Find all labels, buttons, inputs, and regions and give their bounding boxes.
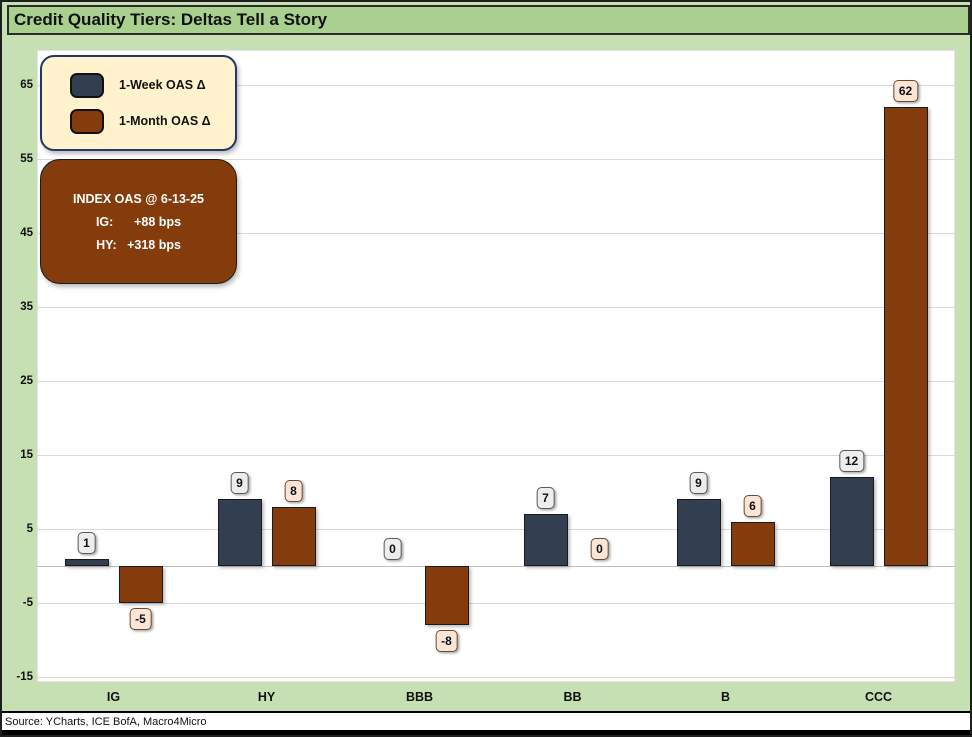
x-label-ccc: CCC (864, 690, 893, 704)
bar-week-hy (217, 499, 262, 566)
x-label-b: B (720, 690, 731, 704)
y-tick-label: 35 (20, 301, 33, 313)
gridline (37, 455, 955, 456)
bar-label-week-bbb: 0 (383, 538, 402, 560)
bar-label-month-bbb: -8 (435, 630, 458, 653)
bar-week-ig (64, 558, 109, 566)
y-tick-label: 65 (20, 79, 33, 91)
bar-label-week-b: 9 (689, 472, 708, 495)
x-label-hy: HY (257, 690, 276, 704)
bar-label-month-b: 6 (743, 494, 762, 517)
zero-axis-line (37, 566, 955, 567)
bar-week-ccc (829, 477, 874, 566)
y-tick-label: 15 (20, 449, 33, 461)
gridline (37, 307, 955, 308)
legend-swatch-week (70, 72, 104, 98)
bar-week-bb (523, 514, 568, 566)
bar-label-month-ig: -5 (129, 608, 152, 630)
bar-month-ccc (883, 107, 928, 566)
y-tick-label: -15 (16, 671, 33, 683)
gridline (37, 529, 955, 530)
x-label-bb: BB (563, 690, 582, 704)
bar-month-hy (271, 506, 316, 566)
bar-month-b (730, 521, 775, 566)
legend-item-week: 1-Week OAS Δ (70, 72, 235, 98)
source-bar: Source: YCharts, ICE BofA, Macro4Micro (2, 711, 970, 730)
bar-month-ig (118, 566, 163, 603)
legend-label-week: 1-Week OAS Δ (119, 78, 206, 92)
x-label-ig: IG (106, 690, 121, 704)
x-label-bbb: BBB (405, 690, 434, 704)
gridline (37, 85, 955, 86)
y-tick-label: -5 (22, 597, 33, 609)
bar-label-week-bb: 7 (536, 487, 555, 510)
gridline (37, 603, 955, 604)
bar-month-bbb (424, 566, 469, 626)
bar-label-week-ccc: 12 (838, 450, 865, 473)
legend: 1-Week OAS Δ 1-Month OAS Δ (40, 55, 237, 151)
bar-label-month-hy: 8 (284, 479, 303, 502)
bottom-border-bar (2, 730, 970, 735)
y-tick-label: 25 (20, 375, 33, 387)
gridline (37, 381, 955, 382)
bar-label-week-hy: 9 (230, 472, 249, 495)
chart-title: Credit Quality Tiers: Deltas Tell a Stor… (14, 10, 328, 29)
legend-label-month: 1-Month OAS Δ (119, 114, 211, 128)
plot-area (37, 50, 955, 682)
y-tick-label: 55 (20, 153, 33, 165)
bar-label-week-ig: 1 (77, 531, 96, 554)
y-tick-label: 5 (26, 523, 33, 535)
bar-label-month-bb: 0 (590, 538, 609, 560)
legend-swatch-month (70, 108, 104, 134)
y-tick-label: 45 (20, 227, 33, 239)
annotation-line-3: HY: +318 bps (96, 237, 181, 252)
gridline (37, 677, 955, 678)
bar-week-b (676, 499, 721, 566)
gridline (37, 159, 955, 160)
index-oas-annotation: INDEX OAS @ 6-13-25 IG: +88 bps HY: +318 b… (40, 159, 237, 284)
annotation-line-2: IG: +88 bps (95, 214, 182, 229)
gridline (37, 233, 955, 234)
source-text: Source: YCharts, ICE BofA, Macro4Micro (5, 715, 207, 728)
bar-label-month-ccc: 62 (892, 80, 919, 103)
title-bar: Credit Quality Tiers: Deltas Tell a Stor… (7, 5, 970, 35)
annotation-line-1: INDEX OAS @ 6-13-25 (73, 191, 204, 206)
legend-item-month: 1-Month OAS Δ (70, 108, 235, 134)
